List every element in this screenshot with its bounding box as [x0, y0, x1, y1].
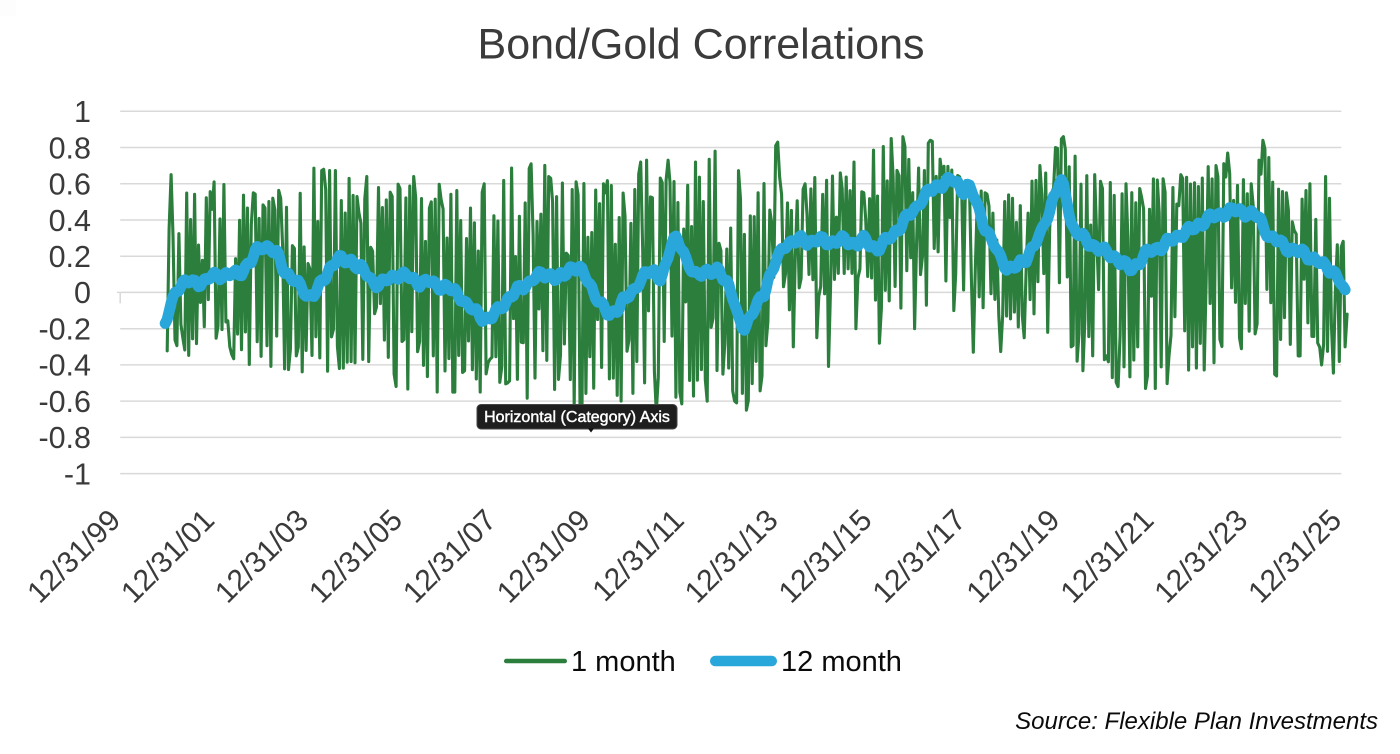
svg-text:1 month: 1 month	[571, 646, 676, 678]
svg-text:0: 0	[74, 276, 91, 310]
svg-text:Bond/Gold Correlations: Bond/Gold Correlations	[478, 21, 925, 69]
svg-text:0.8: 0.8	[49, 131, 91, 165]
svg-text:-0.6: -0.6	[38, 385, 91, 419]
svg-text:-0.4: -0.4	[38, 349, 91, 383]
svg-text:Source: Flexible Plan Investme: Source: Flexible Plan Investments	[1015, 708, 1378, 735]
svg-text:-0.2: -0.2	[38, 313, 91, 347]
svg-text:0.4: 0.4	[49, 204, 91, 238]
svg-text:12 month: 12 month	[781, 646, 902, 678]
svg-text:-0.8: -0.8	[38, 421, 91, 455]
svg-text:1: 1	[74, 95, 91, 129]
svg-text:Horizontal (Category) Axis: Horizontal (Category) Axis	[484, 409, 670, 426]
svg-text:0.2: 0.2	[49, 240, 91, 274]
svg-text:-1: -1	[64, 457, 91, 491]
svg-text:0.6: 0.6	[49, 168, 91, 202]
